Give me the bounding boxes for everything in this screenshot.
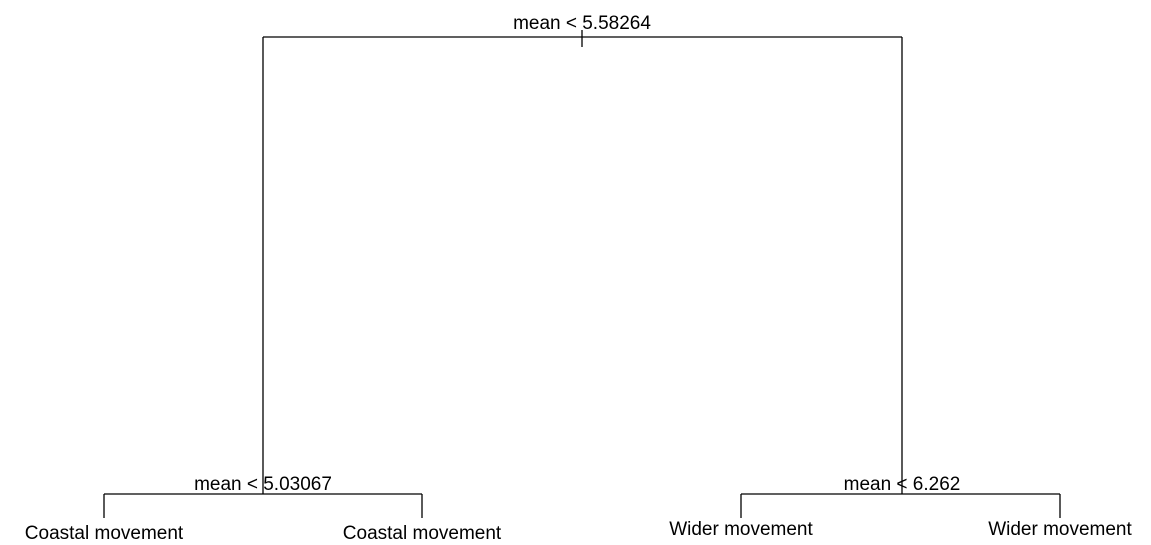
split-label: mean < 5.03067 (194, 474, 332, 495)
split-label: mean < 6.262 (844, 474, 961, 495)
leaf-label: Coastal movement (343, 523, 502, 544)
leaf-label: Wider movement (669, 519, 813, 540)
split-label: mean < 5.58264 (513, 13, 651, 34)
leaf-label: Coastal movement (25, 523, 184, 544)
leaf-label: Wider movement (988, 519, 1132, 540)
